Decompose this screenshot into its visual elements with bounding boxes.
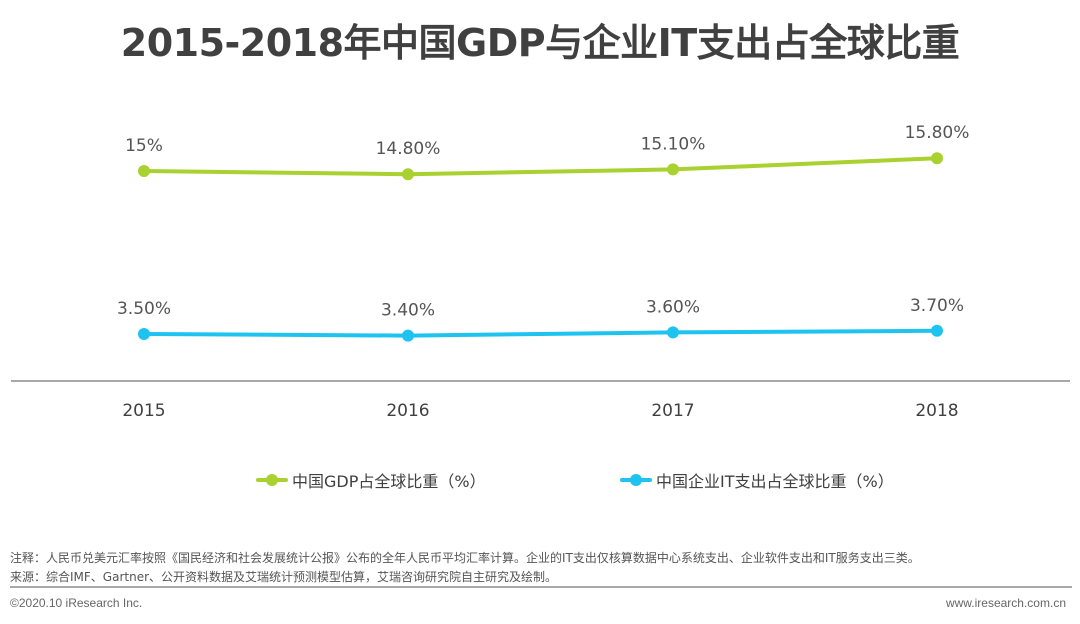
legend-marker-gdp [254, 470, 290, 490]
legend-label-it-spending: 中国企业IT支出占全球比重（%） [656, 472, 894, 491]
legend-item-gdp: 中国GDP占全球比重（%） [254, 468, 486, 492]
x-tick-label: 2016 [386, 401, 429, 421]
x-tick-label: 2017 [651, 401, 694, 421]
data-point [402, 329, 414, 342]
footer-divider [10, 586, 1072, 588]
source-text: 来源：综合IMF、Gartner、公开资料数据及艾瑞统计预测模型估算，艾瑞咨询研… [10, 570, 558, 584]
note-text: 注释：人民币兑美元汇率按照《国民经济和社会发展统计公报》公布的全年人民币平均汇率… [10, 551, 920, 565]
data-point [931, 324, 943, 337]
data-point [402, 168, 414, 181]
data-label: 3.50% [117, 299, 171, 319]
data-label: 3.70% [910, 296, 964, 316]
data-label: 15.10% [641, 134, 706, 154]
data-label: 3.40% [381, 301, 435, 321]
legend: 中国GDP占全球比重（%） 中国企业IT支出占全球比重（%） [0, 468, 1080, 494]
data-label: 15.80% [905, 123, 970, 143]
data-point [667, 326, 679, 339]
line-chart: 2015 2016 2017 2018 15% 14.80% 15.10% 15.80% 3.5… [11, 123, 1070, 421]
x-tick-label: 2015 [122, 401, 165, 421]
chart-title: 2015-2018年中国GDP与企业IT支出占全球比重 [120, 21, 960, 65]
data-point [138, 328, 150, 340]
legend-item-it-spending: 中国企业IT支出占全球比重（%） [618, 468, 894, 492]
data-label: 15% [125, 136, 163, 156]
legend-label-gdp: 中国GDP占全球比重（%） [292, 472, 486, 491]
series-line-0 [142, 156, 939, 177]
website-link[interactable]: www.iresearch.com.cn [945, 596, 1066, 610]
legend-marker-it-spending [618, 470, 654, 490]
data-point [138, 165, 150, 177]
data-point [667, 163, 679, 176]
data-label: 3.60% [646, 297, 700, 317]
series-line-1 [142, 328, 939, 338]
x-tick-label: 2018 [915, 401, 958, 421]
data-point [931, 152, 943, 165]
copyright-text: ©2020.10 iResearch Inc. [10, 596, 143, 610]
data-label: 14.80% [376, 139, 441, 159]
